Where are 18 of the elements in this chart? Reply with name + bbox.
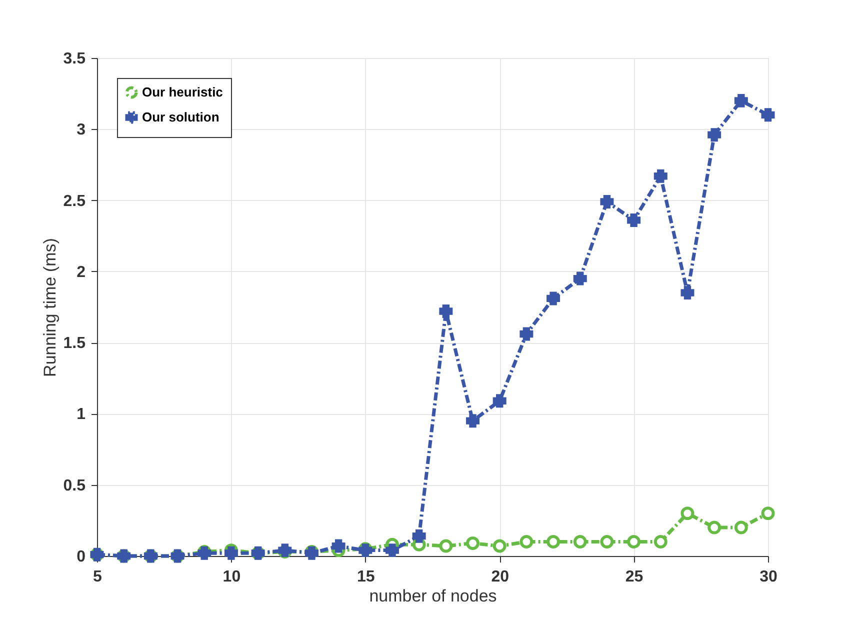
y-tick-label: 3 xyxy=(76,122,86,139)
y-tick-label: 0 xyxy=(76,548,86,566)
y-axis-title: Running time (ms) xyxy=(40,238,60,377)
y-tick-label: 2.5 xyxy=(63,192,86,210)
y-tick-label: 0.5 xyxy=(63,477,86,494)
x-tick-label: 10 xyxy=(222,568,241,586)
y-tick-label: 1 xyxy=(76,406,86,424)
y-tick-label: 1.5 xyxy=(63,335,86,352)
x-tick-label: 30 xyxy=(760,568,778,586)
x-tick-label: 15 xyxy=(357,568,375,586)
y-tick-label: 2 xyxy=(76,264,86,281)
legend-label: Our solution xyxy=(142,110,220,124)
legend-label: Our heuristic xyxy=(142,84,223,100)
x-axis-title: number of nodes xyxy=(369,586,497,606)
y-tick-label: 3.5 xyxy=(63,50,86,68)
x-tick-label: 20 xyxy=(491,568,510,586)
x-tick-label: 25 xyxy=(625,568,644,586)
x-tick-label: 5 xyxy=(93,568,102,586)
